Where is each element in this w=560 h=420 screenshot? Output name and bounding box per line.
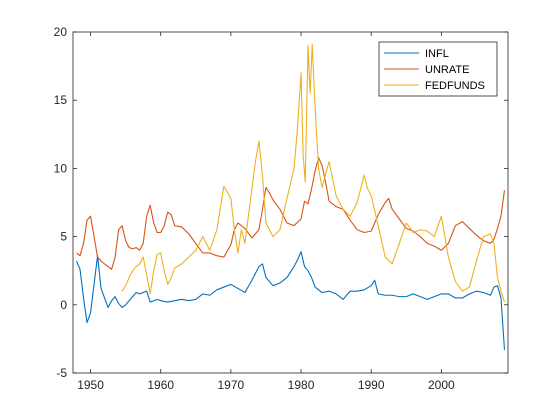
axes-layer: 1950 1960 1970 1980 1990 2000 -5 0 5 10 15 20 bbox=[54, 25, 509, 392]
axes-box bbox=[72, 31, 509, 374]
x-tick-label: 2000 bbox=[428, 378, 455, 392]
x-tick-label: 1970 bbox=[218, 378, 245, 392]
x-tick-label: 1980 bbox=[288, 378, 315, 392]
legend-label-fedfunds: FEDFUNDS bbox=[425, 80, 485, 92]
legend: INFL UNRATE FEDFUNDS bbox=[378, 41, 498, 97]
x-tick-label: 1990 bbox=[358, 378, 385, 392]
legend-label-unrate: UNRATE bbox=[425, 64, 469, 76]
series-line-infl bbox=[76, 251, 506, 350]
y-tick-label: 0 bbox=[60, 298, 67, 312]
series-line-fedfunds bbox=[121, 43, 506, 303]
y-tick-label: -5 bbox=[56, 366, 67, 380]
x-tick-label: 1950 bbox=[77, 378, 104, 392]
y-tick-label: 5 bbox=[60, 230, 67, 244]
y-tick-label: 15 bbox=[54, 93, 68, 107]
y-tick-label: 20 bbox=[54, 25, 68, 39]
y-tick-label: 10 bbox=[54, 161, 68, 175]
x-tick-label: 1960 bbox=[147, 378, 174, 392]
legend-label-infl: INFL bbox=[425, 48, 449, 60]
series-layer bbox=[76, 43, 506, 350]
